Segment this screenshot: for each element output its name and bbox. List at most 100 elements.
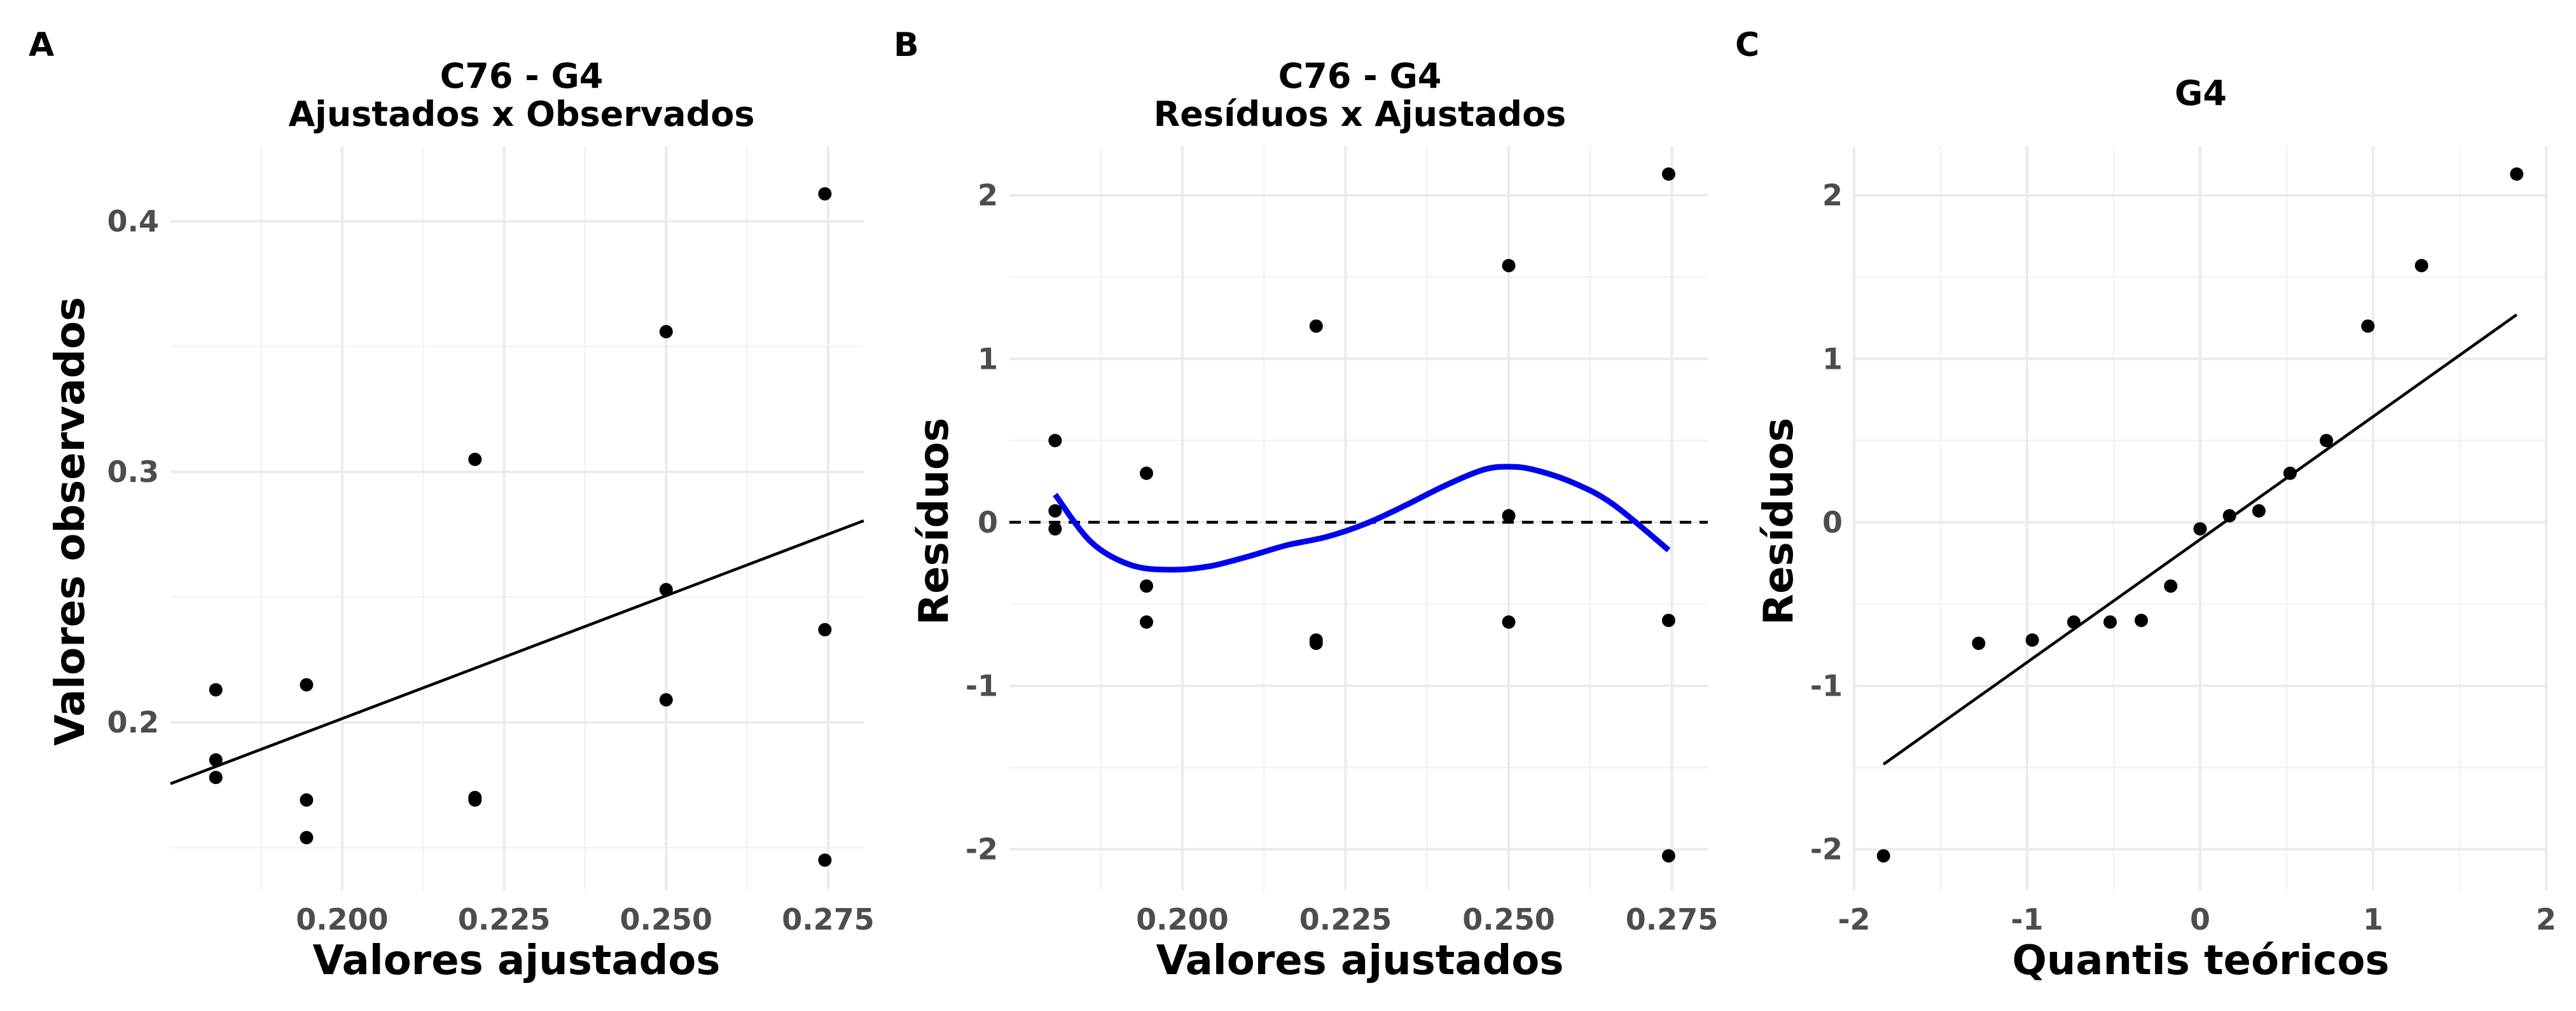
panel-c-point xyxy=(1972,636,1986,650)
panel-c-ytick-label: -1 xyxy=(1810,669,1843,703)
panel-b-point xyxy=(1139,579,1153,593)
panel-a-point xyxy=(300,678,314,692)
panel-b-point xyxy=(1048,522,1062,536)
panel-c-point xyxy=(2067,615,2081,629)
panel-a-point xyxy=(209,683,223,697)
panel-a-point xyxy=(659,582,673,596)
panel-a-ylabel: Valores observados xyxy=(47,297,94,746)
panel-a-point xyxy=(209,771,223,785)
panel-a-title: C76 - G4 xyxy=(440,56,604,96)
panel-a-points xyxy=(209,187,832,867)
panel-b-ytick-label: 0 xyxy=(978,505,998,539)
panel-a-point xyxy=(300,830,314,844)
panel-c-ticks: -2 -1 0 1 2 -2 -1 0 1 2 xyxy=(1810,178,2556,937)
panel-c-lines xyxy=(1882,313,2518,766)
panel-c-xtick-label: 0 xyxy=(2190,902,2210,937)
panel-c-xtick-label: 1 xyxy=(2363,902,2383,937)
panel-a-xlabel: Valores ajustados xyxy=(313,937,721,984)
panel-c-ytick-label: 0 xyxy=(1822,505,1843,539)
panel-b-ytick-label: -1 xyxy=(966,669,998,703)
panel-c-point xyxy=(2193,522,2207,536)
panel-a-subtitle: Ajustados x Observados xyxy=(289,94,755,134)
panel-c-point xyxy=(2103,615,2117,629)
panel-a-point xyxy=(209,753,223,767)
panel-b-grid xyxy=(1009,146,1708,890)
panel-b-point xyxy=(1661,849,1675,863)
panel-a-xtick-label: 0.200 xyxy=(296,902,389,937)
panel-c-ytick-label: 1 xyxy=(1822,341,1843,376)
panel-b-ytick-label: 1 xyxy=(978,341,998,376)
panel-c-ytick-label: -2 xyxy=(1810,832,1843,867)
panel-b-point xyxy=(1139,615,1153,629)
panel-a-tag: A xyxy=(29,26,54,64)
panel-b-xtick-label: 0.250 xyxy=(1462,902,1555,937)
panel-c-point xyxy=(2414,259,2428,273)
panel-c-points xyxy=(1876,167,2524,863)
panel-c-title: G4 xyxy=(2175,73,2227,113)
panel-a-ytick-label: 0.2 xyxy=(107,705,160,739)
panel-b-point xyxy=(1309,319,1323,333)
panel-c: -2 -1 0 1 2 -2 -1 0 1 2 C G4 Quantis teóricos Res… xyxy=(1735,26,2556,984)
panel-b-point xyxy=(1309,636,1323,650)
panel-b-ytick-label: -2 xyxy=(966,832,998,867)
panel-c-ylabel: Resíduos xyxy=(1755,418,1803,625)
panel-a-ticks: 0.200 0.225 0.250 0.275 0.2 0.3 0.4 xyxy=(107,204,875,937)
panel-c-xtick-label: 2 xyxy=(2536,902,2556,937)
panel-c-xlabel: Quantis teóricos xyxy=(2012,937,2389,984)
panel-a-point xyxy=(818,187,832,201)
panel-b-ticks: 0.200 0.225 0.250 0.275 -2 -1 0 1 2 xyxy=(966,178,1718,937)
panel-b-points xyxy=(1048,167,1675,863)
panel-a-xtick-label: 0.250 xyxy=(620,902,713,937)
panel-c-tag: C xyxy=(1735,26,1759,64)
panel-c-grid xyxy=(1853,146,2547,890)
panel-c-xtick-label: -2 xyxy=(1838,902,1870,937)
panel-c-point xyxy=(2283,466,2297,480)
panel-b-xtick-label: 0.225 xyxy=(1299,902,1392,937)
panel-c-point xyxy=(2164,579,2178,593)
panel-b-xtick-label: 0.200 xyxy=(1136,902,1229,937)
panel-a-point xyxy=(468,452,482,466)
panel-c-point xyxy=(2361,319,2375,333)
panel-b: 0.200 0.225 0.250 0.275 -2 -1 0 1 2 B C76 - G4 R… xyxy=(894,26,1718,984)
panel-a-ytick-label: 0.4 xyxy=(107,204,160,238)
panel-b-point xyxy=(1502,509,1516,523)
panel-c-point xyxy=(2252,504,2266,518)
panel-a-point xyxy=(659,325,673,339)
panel-b-point xyxy=(1048,504,1062,518)
panel-b-point xyxy=(1502,259,1516,273)
panel-a-point xyxy=(818,853,832,867)
panel-a-xtick-label: 0.225 xyxy=(458,902,551,937)
panel-a-ytick-label: 0.3 xyxy=(107,455,160,489)
panel-c-point xyxy=(2025,633,2039,647)
panel-a-point xyxy=(818,622,832,636)
panel-a-grid xyxy=(170,146,864,890)
panel-b-point xyxy=(1661,167,1675,181)
panel-c-point xyxy=(1876,849,1890,863)
panel-b-ytick-label: 2 xyxy=(978,178,998,212)
panel-b-title: C76 - G4 xyxy=(1278,56,1442,96)
panel-a-reference-line xyxy=(170,519,864,785)
panel-c-point xyxy=(2135,614,2149,628)
panel-c-point xyxy=(2510,167,2524,181)
panel-a-point xyxy=(300,793,314,807)
panel-a-point xyxy=(468,793,482,807)
panel-b-ylabel: Resíduos xyxy=(911,418,958,625)
panel-b-point xyxy=(1139,466,1153,480)
panel-b-point xyxy=(1048,434,1062,448)
panel-b-subtitle: Resíduos x Ajustados xyxy=(1154,94,1567,134)
panel-b-xlabel: Valores ajustados xyxy=(1156,937,1564,984)
panel-c-reference-line xyxy=(1882,313,2518,766)
panel-a: 0.200 0.225 0.250 0.275 0.2 0.3 0.4 A C76 - G4… xyxy=(29,26,875,984)
panel-b-point xyxy=(1661,614,1675,628)
panel-a-point xyxy=(659,693,673,707)
panel-b-smooth-curve xyxy=(1053,464,1671,573)
panel-b-xtick-label: 0.275 xyxy=(1626,902,1719,937)
panel-c-ytick-label: 2 xyxy=(1822,178,1843,212)
panel-a-xtick-label: 0.275 xyxy=(782,902,875,937)
panel-b-tag: B xyxy=(894,26,919,64)
panel-c-xtick-label: -1 xyxy=(2011,902,2043,937)
panel-c-point xyxy=(2222,509,2236,523)
panel-a-lines xyxy=(170,519,864,785)
panel-b-point xyxy=(1502,615,1516,629)
